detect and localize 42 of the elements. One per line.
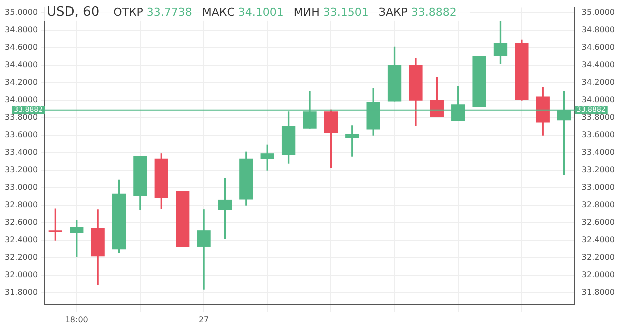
y2-tick-label: 34.0000 (582, 96, 616, 105)
annotation: ОТКР 33.7738 (114, 6, 192, 19)
y-tick-label: 33.8000 (4, 113, 38, 122)
y-tick-label: 32.2000 (4, 253, 38, 262)
annotation: ЗАКР 33.8882 (378, 6, 457, 19)
y-tick-label: 34.6000 (4, 43, 38, 52)
y2-tick-label: 34.4000 (582, 60, 616, 70)
y-tick-label: 32.0000 (4, 270, 38, 280)
y2-tick-label: 34.2000 (582, 78, 616, 88)
y-tick-label: 32.4000 (4, 236, 38, 245)
y2-tick-label: 34.6000 (582, 43, 616, 52)
y-tick-label: 34.0000 (4, 96, 38, 105)
y-tick-label: 31.8000 (4, 288, 38, 298)
y2-tick-label: 33.2000 (582, 166, 616, 175)
y-tick-label: 33.2000 (4, 166, 38, 175)
y-tick-label: 35.0000 (4, 8, 38, 18)
y-tick-label: 34.8000 (4, 26, 38, 35)
y2-tick-label: 32.8000 (582, 200, 616, 210)
y-tick-label: 32.6000 (4, 218, 38, 228)
annotation: МАКС 34.1001 (202, 6, 284, 19)
y2-tick-label: 33.6000 (582, 130, 616, 140)
y2-tick-label: 35.0000 (582, 8, 616, 18)
y-tick-label: 32.8000 (4, 200, 38, 210)
y-tick-label: 34.2000 (4, 78, 38, 88)
x-tick-label: 27 (198, 315, 210, 324)
chart-title: USD, 60 (47, 5, 100, 20)
y2-tick-label: 33.0000 (582, 183, 616, 192)
y2-tick-label: 33.8000 (582, 113, 616, 122)
candlestick (197, 210, 211, 290)
y-tick-label: 34.4000 (4, 60, 38, 70)
y-tick-label: 33.0000 (4, 183, 38, 192)
y2-tick-label: 32.6000 (582, 218, 616, 228)
x-tick-label: 18:00 (65, 315, 88, 324)
y-tick-label: 33.6000 (4, 130, 38, 140)
y-tick-label: 33.4000 (4, 148, 38, 158)
y2-tick-label: 32.4000 (582, 236, 616, 245)
y2-tick-label: 32.0000 (582, 270, 616, 280)
y2-tick-label: 33.4000 (582, 148, 616, 158)
annotation: МИН 33.1501 (294, 6, 369, 19)
y2-tick-label: 31.8000 (582, 288, 616, 298)
y2-tick-label: 34.8000 (582, 26, 616, 35)
y2-tick-label: 32.2000 (582, 253, 616, 262)
